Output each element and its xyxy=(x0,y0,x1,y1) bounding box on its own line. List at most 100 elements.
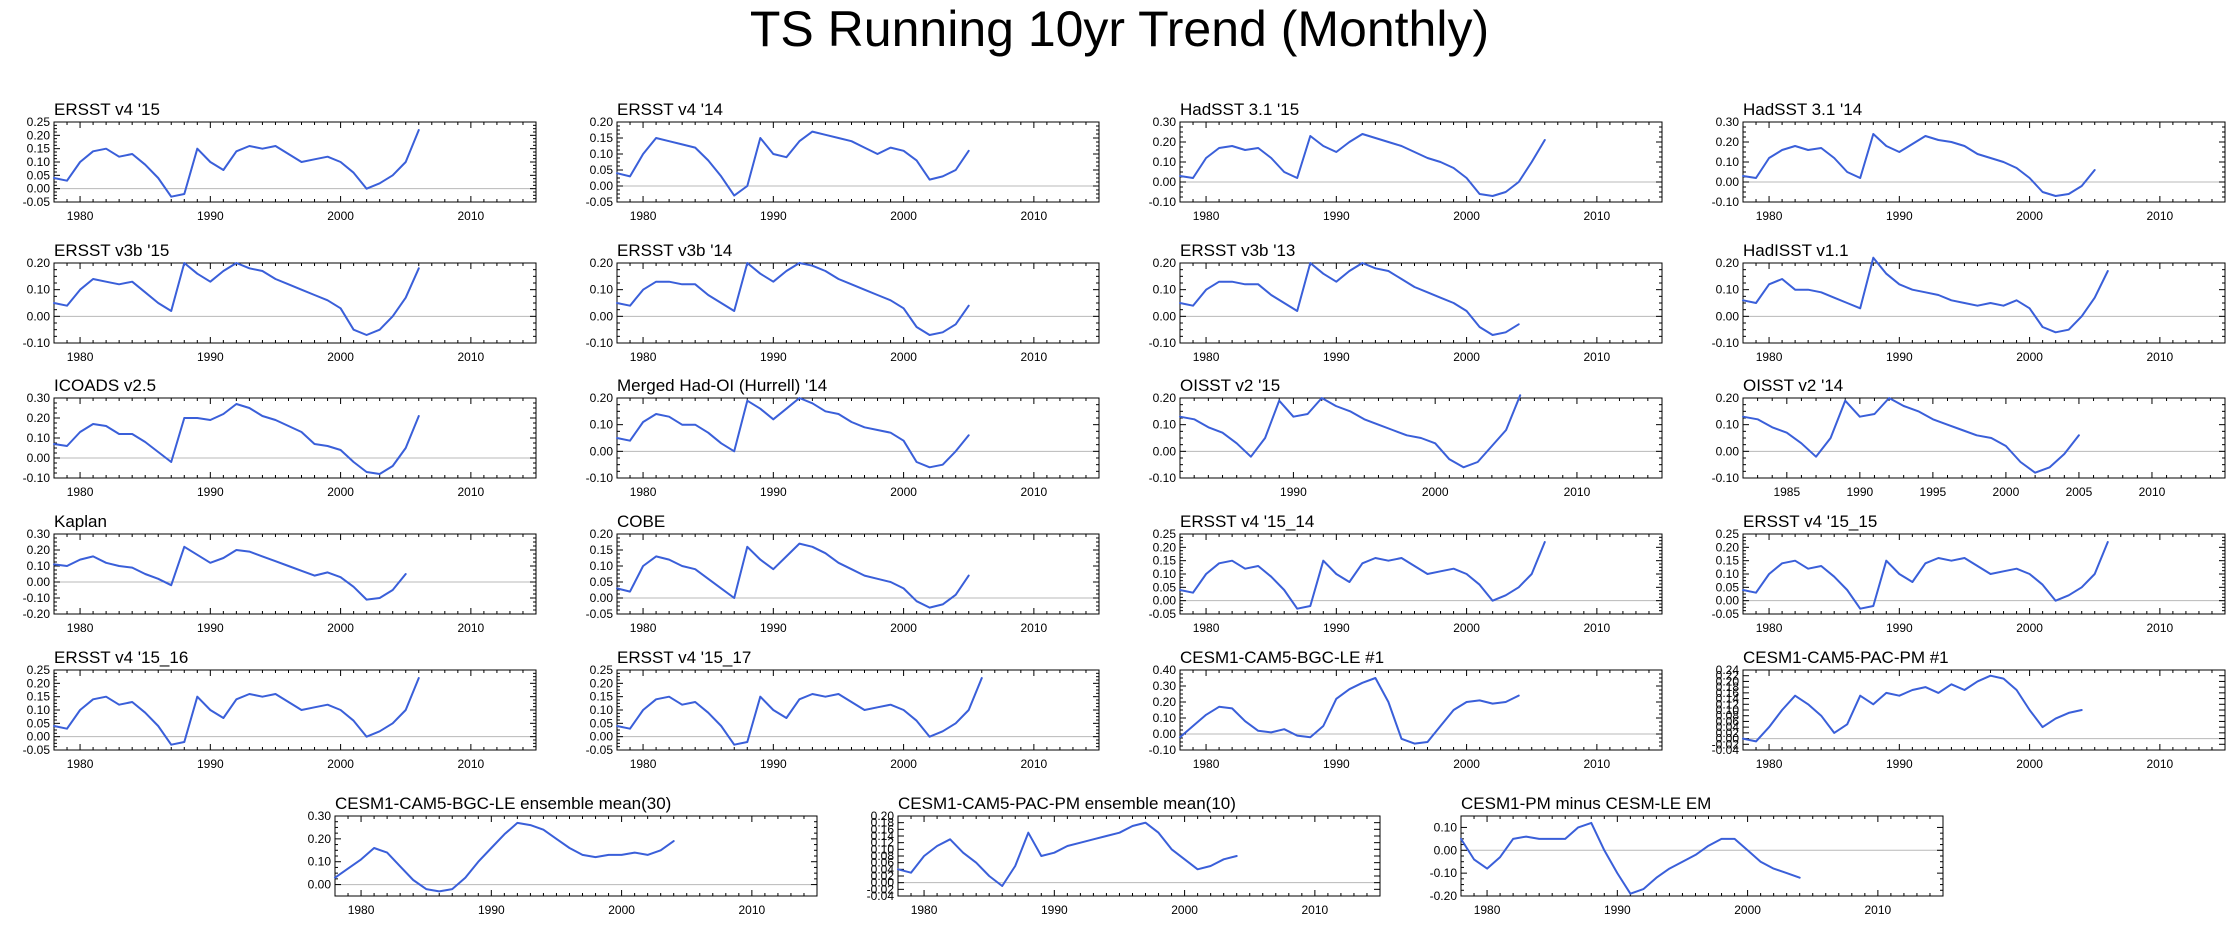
panel-title: COBE xyxy=(617,512,665,531)
panel-4: ERSST v3b '15 -0.10 0.00 0.10 0.20 1980 1990 20… xyxy=(23,241,537,364)
plot-frame xyxy=(53,262,537,344)
y-tick-label: 0.00 xyxy=(1153,444,1177,458)
x-tick-label: 1980 xyxy=(67,757,94,771)
x-tick-label: 2010 xyxy=(2147,757,2174,771)
y-tick-label: 0.00 xyxy=(1716,732,1740,746)
y-tick-label: 0.04 xyxy=(871,862,895,876)
plot-frame xyxy=(897,815,1381,897)
y-tick-label: 0.00 xyxy=(1153,594,1177,608)
panel-15: ERSST v4 '15_15 -0.050.000.050.100.150.20… xyxy=(1712,512,2226,635)
y-tick-label: -0.05 xyxy=(1712,607,1740,621)
panel-19: CESM1-CAM5-PAC-PM #1-0.04-0.020.000.020.… xyxy=(1712,648,2226,771)
x-tick-label: 1990 xyxy=(197,209,224,223)
y-tick-label: 0.24 xyxy=(1716,663,1740,677)
y-tick-label: 0.00 xyxy=(590,179,614,193)
plot-frame xyxy=(616,669,1100,751)
y-tick-label: -0.10 xyxy=(1149,471,1177,485)
series-line xyxy=(1742,541,2109,610)
x-tick-label: 1980 xyxy=(630,621,657,635)
x-tick-label: 1990 xyxy=(478,903,505,917)
x-tick-label: 1980 xyxy=(1756,209,1783,223)
plot-frame xyxy=(1742,262,2226,344)
y-tick-label: -0.02 xyxy=(867,882,895,896)
y-tick-label: -0.10 xyxy=(1149,336,1177,350)
x-tick-label: 1980 xyxy=(1193,621,1220,635)
x-tick-label: 1980 xyxy=(67,485,94,499)
y-tick-label: 0.05 xyxy=(27,168,51,182)
panel-title: CESM1-CAM5-PAC-PM #1 xyxy=(1743,648,1949,667)
y-tick-label: 0.20 xyxy=(1153,256,1177,270)
x-tick-label: 1980 xyxy=(630,209,657,223)
panel-title: CESM1-CAM5-BGC-LE #1 xyxy=(1180,648,1384,667)
x-tick-label: 1990 xyxy=(1886,757,1913,771)
x-tick-label: 2000 xyxy=(890,757,917,771)
series-line xyxy=(1179,133,1546,197)
y-tick-label: 0.25 xyxy=(590,663,614,677)
y-tick-label: -0.10 xyxy=(586,471,614,485)
x-tick-label: 1980 xyxy=(1193,209,1220,223)
y-tick-label: 0.18 xyxy=(1716,680,1740,694)
y-tick-label: 0.00 xyxy=(1716,175,1740,189)
y-tick-label: 0.20 xyxy=(308,832,332,846)
y-tick-label: 0.10 xyxy=(27,431,51,445)
y-tick-label: 0.10 xyxy=(590,559,614,573)
y-tick-label: 0.00 xyxy=(590,444,614,458)
plot-frame xyxy=(616,397,1100,479)
panel-12: Kaplan -0.20 -0.10 0.00 0.10 0.20 0.30 1980 1990… xyxy=(23,512,537,635)
x-tick-label: 1990 xyxy=(1323,350,1350,364)
x-tick-label: 2010 xyxy=(1021,757,1048,771)
panel-title: ERSST v4 '15_17 xyxy=(617,648,751,667)
x-tick-label: 2000 xyxy=(608,903,635,917)
x-tick-label: 2010 xyxy=(2139,485,2166,499)
y-tick-label: -0.10 xyxy=(1712,195,1740,209)
series-line xyxy=(1742,397,2080,474)
x-tick-label: 2010 xyxy=(1865,903,1892,917)
y-tick-label: 0.00 xyxy=(27,451,51,465)
x-tick-label: 2010 xyxy=(1584,757,1611,771)
y-tick-label: 0.30 xyxy=(1153,679,1177,693)
series-line xyxy=(616,397,970,469)
panel-title: CESM1-CAM5-BGC-LE ensemble mean(30) xyxy=(335,794,671,813)
x-tick-label: 2010 xyxy=(1021,621,1048,635)
y-tick-label: 0.22 xyxy=(1716,669,1740,683)
y-tick-label: 0.18 xyxy=(871,816,895,830)
panel-title: ERSST v3b '15 xyxy=(54,241,169,260)
y-tick-label: -0.05 xyxy=(586,607,614,621)
y-tick-label: 0.10 xyxy=(27,155,51,169)
y-tick-label: 0.10 xyxy=(308,855,332,869)
x-tick-label: 1980 xyxy=(348,903,375,917)
y-tick-label: 0.10 xyxy=(1716,567,1740,581)
y-tick-label: 0.30 xyxy=(1716,115,1740,129)
series-line xyxy=(53,262,420,336)
y-tick-label: 0.00 xyxy=(590,591,614,605)
y-tick-label: 0.20 xyxy=(590,115,614,129)
y-tick-label: 0.15 xyxy=(1716,554,1740,568)
y-tick-label: -0.10 xyxy=(23,336,51,350)
x-tick-label: 1980 xyxy=(1756,621,1783,635)
series-line xyxy=(53,129,420,198)
panel-7: HadISST v1.1 -0.10 0.00 0.10 0.20 1980 1990 200… xyxy=(1712,241,2226,364)
plot-frame xyxy=(1179,121,1663,203)
panel-title: HadSST 3.1 '14 xyxy=(1743,100,1862,119)
y-tick-label: 0.00 xyxy=(1716,594,1740,608)
x-tick-label: 1980 xyxy=(911,903,938,917)
panel-title: ERSST v4 '15_14 xyxy=(1180,512,1314,531)
x-tick-label: 2000 xyxy=(2016,209,2043,223)
x-tick-label: 1990 xyxy=(1041,903,1068,917)
y-tick-label: 0.05 xyxy=(590,716,614,730)
x-tick-label: 1990 xyxy=(1886,209,1913,223)
panel-22: CESM1-PM minus CESM-LE EM -0.20 -0.10 0.00 0… xyxy=(1430,794,1944,917)
series-line xyxy=(897,821,1238,887)
y-tick-label: -0.05 xyxy=(23,743,51,757)
panel-title: OISST v2 '15 xyxy=(1180,376,1280,395)
y-tick-label: 0.20 xyxy=(1153,135,1177,149)
x-tick-label: 2010 xyxy=(1584,209,1611,223)
series-line xyxy=(1179,394,1522,469)
y-tick-label: 0.20 xyxy=(1716,540,1740,554)
x-tick-label: 2010 xyxy=(458,757,485,771)
y-tick-label: 0.05 xyxy=(1716,580,1740,594)
y-tick-label: 0.40 xyxy=(1153,663,1177,677)
series-line xyxy=(1460,821,1801,895)
x-tick-label: 2000 xyxy=(890,209,917,223)
